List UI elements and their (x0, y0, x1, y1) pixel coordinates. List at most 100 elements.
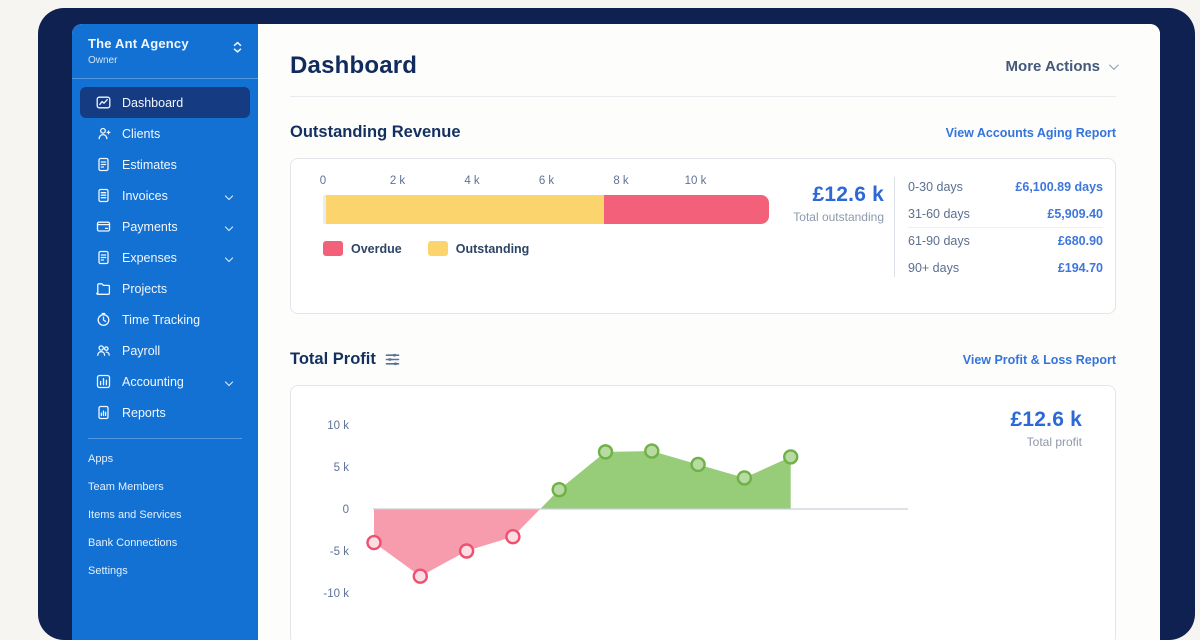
sidebar-item-label: Estimates (122, 157, 177, 172)
org-name: The Ant Agency (88, 36, 189, 51)
header-divider (290, 96, 1116, 97)
profit-data-point[interactable] (736, 470, 753, 486)
invoices-icon (96, 188, 111, 203)
profit-positive-area (540, 451, 791, 509)
sidebar-item-label: Expenses (122, 250, 177, 265)
axis-tick-label: 0 (319, 175, 327, 187)
sidebar-item-payroll[interactable]: Payroll (80, 335, 250, 366)
org-switcher[interactable]: The Ant Agency Owner (72, 34, 258, 72)
dashboard-icon (96, 95, 111, 110)
chevron-down-icon (224, 222, 234, 231)
reports-icon (96, 405, 111, 420)
aging-breakdown-list: 0-30 days £6,100.89 days 31-60 days £5,909.… (908, 174, 1103, 281)
more-actions-label: More Actions (1005, 57, 1100, 75)
profit-data-point[interactable] (551, 481, 567, 498)
aging-amount-link[interactable]: £5,909.40 (1047, 206, 1103, 221)
org-switch-chevrons-icon[interactable] (231, 40, 244, 55)
sidebar-item-label: Payroll (122, 343, 161, 358)
chevron-down-icon (224, 191, 234, 200)
payroll-icon (96, 343, 111, 358)
axis-tick-label: 10 k (684, 175, 707, 187)
sidebar-item-estimates[interactable]: Estimates (80, 149, 250, 180)
sidebar-link-items-and-services[interactable]: Items and Services (88, 509, 182, 521)
revenue-bar-axis: 0 2 k 4 k 6 k 8 k 10 k (319, 175, 883, 193)
sidebar: The Ant Agency Owner Dashboard Clients Est… (72, 24, 258, 640)
expenses-icon (96, 250, 111, 265)
y-axis-label: -10 k (323, 588, 349, 600)
aging-amount-link[interactable]: £680.90 (1057, 234, 1103, 249)
y-axis-label: 5 k (334, 462, 350, 474)
revenue-stacked-bar[interactable] (323, 195, 883, 224)
profit-data-point[interactable] (597, 444, 614, 460)
sidebar-item-label: Payments (122, 219, 178, 234)
view-accounts-aging-report-link[interactable]: View Accounts Aging Report (945, 125, 1116, 140)
total-outstanding-label: Total outstanding (793, 210, 884, 224)
total-profit-value: £12.6 k (1010, 408, 1082, 431)
y-axis-label: 0 (343, 504, 349, 516)
chevron-down-icon (224, 253, 234, 262)
sidebar-item-label: Projects (122, 281, 168, 296)
sidebar-footer-links: Apps Team Members Items and Services Bank C… (72, 445, 258, 585)
clients-icon (96, 126, 111, 141)
legend-swatch (427, 241, 448, 256)
filter-sliders-icon[interactable] (385, 352, 400, 367)
outstanding-revenue-title: Outstanding Revenue (290, 123, 461, 141)
sidebar-link-apps[interactable]: Apps (88, 453, 114, 465)
sidebar-item-reports[interactable]: Reports (80, 397, 250, 428)
sidebar-item-invoices[interactable]: Invoices (80, 180, 250, 211)
sidebar-link-team-members[interactable]: Team Members (88, 481, 164, 493)
bar-segment-overdue[interactable] (603, 195, 770, 224)
chevron-down-icon (1108, 59, 1119, 70)
org-role: Owner (88, 55, 118, 66)
more-actions-button[interactable]: More Actions (1005, 57, 1119, 75)
main-content: Dashboard More Actions Outstanding Reven… (258, 24, 1160, 640)
card-vertical-divider (894, 177, 895, 277)
profit-data-point[interactable] (783, 449, 799, 465)
y-axis-label: -5 k (330, 546, 349, 558)
profit-data-point[interactable] (458, 543, 475, 559)
axis-tick-label: 8 k (613, 175, 629, 187)
aging-amount-link[interactable]: £6,100.89 days (1015, 180, 1103, 195)
legend-item-outstanding: Outstanding (427, 241, 529, 256)
total-outstanding-value: £12.6 k (812, 183, 884, 206)
sidebar-item-label: Time Tracking (122, 312, 201, 327)
sidebar-item-payments[interactable]: Payments (80, 211, 250, 242)
estimates-icon (96, 157, 111, 172)
aging-row: 31-60 days £5,909.40 (908, 206, 1103, 221)
profit-area-chart[interactable]: 10 k 5 k 0 -5 k -10 k (311, 396, 951, 626)
aging-row: 61-90 days £680.90 (908, 234, 1103, 249)
chevron-down-icon (224, 377, 234, 386)
axis-tick-label: 2 k (389, 175, 406, 187)
sidebar-item-time-tracking[interactable]: Time Tracking (80, 304, 250, 335)
profit-data-point[interactable] (690, 456, 706, 473)
sidebar-item-label: Reports (122, 405, 166, 420)
sidebar-item-accounting[interactable]: Accounting (80, 366, 250, 397)
sidebar-item-dashboard[interactable]: Dashboard (80, 87, 250, 118)
window-frame: The Ant Agency Owner Dashboard Clients Est… (38, 8, 1195, 640)
profit-data-point[interactable] (366, 534, 382, 551)
app-window: The Ant Agency Owner Dashboard Clients Est… (72, 24, 1160, 640)
sidebar-item-label: Dashboard (122, 95, 184, 110)
profit-data-point[interactable] (505, 529, 521, 545)
sidebar-item-projects[interactable]: Projects (80, 273, 250, 304)
outstanding-revenue-card: 0 2 k 4 k 6 k 8 k 10 k Overdue Outstanding £12… (290, 158, 1116, 314)
profit-data-point[interactable] (644, 443, 660, 459)
aging-amount-link[interactable]: £194.70 (1057, 260, 1103, 275)
aging-divider (908, 227, 1103, 228)
page-title: Dashboard (290, 52, 418, 79)
sidebar-item-label: Invoices (122, 188, 168, 203)
sidebar-link-bank-connections[interactable]: Bank Connections (88, 537, 178, 549)
sidebar-divider (88, 438, 242, 439)
sidebar-item-expenses[interactable]: Expenses (80, 242, 250, 273)
sidebar-divider (72, 78, 258, 79)
profit-data-point[interactable] (412, 568, 429, 584)
sidebar-link-settings[interactable]: Settings (88, 565, 128, 577)
aging-row: 90+ days £194.70 (908, 260, 1103, 275)
axis-tick-label: 6 k (538, 175, 555, 187)
view-profit-loss-report-link[interactable]: View Profit & Loss Report (962, 352, 1116, 367)
sidebar-nav: Dashboard Clients Estimates Invoices Payment… (72, 79, 258, 428)
total-profit-label: Total profit (1026, 435, 1082, 449)
sidebar-item-label: Clients (122, 126, 161, 141)
bar-segment-outstanding[interactable] (326, 195, 604, 224)
sidebar-item-clients[interactable]: Clients (80, 118, 250, 149)
